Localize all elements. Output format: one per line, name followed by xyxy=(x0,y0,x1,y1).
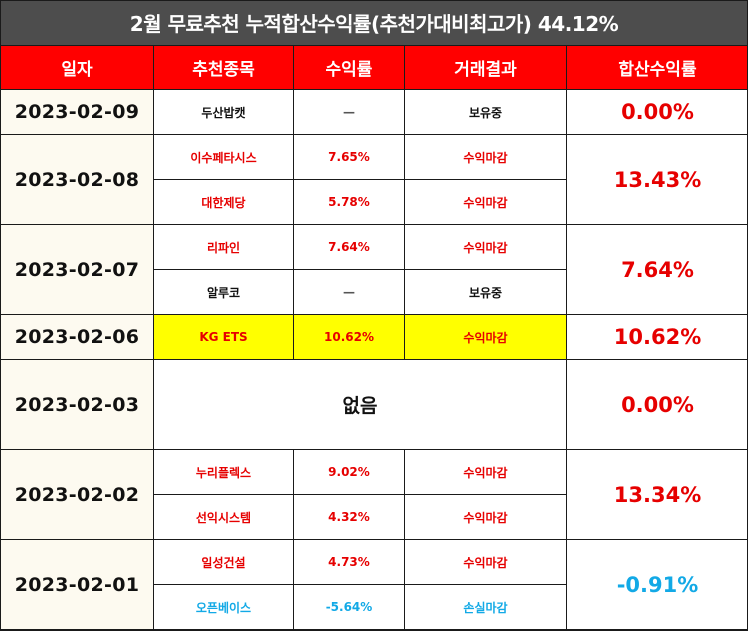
rate-cell: 9.02% xyxy=(293,449,405,495)
result-cell: 수익마감 xyxy=(404,539,567,585)
rate-cell: 5.78% xyxy=(293,179,405,225)
header-rate: 수익률 xyxy=(293,45,405,90)
rate-cell: — xyxy=(293,89,405,135)
total-cell: 13.34% xyxy=(566,449,748,540)
rate-cell: 7.64% xyxy=(293,224,405,270)
recommendation-table: 일자 추천종목 수익률 거래결과 합산수익률 2023-02-09 두산밥캣 —… xyxy=(0,45,748,630)
total-cell: 10.62% xyxy=(566,314,748,360)
stock-cell: 리파인 xyxy=(153,224,294,270)
table-row: 2023-02-06 KG ETS 10.62% 수익마감 10.62% xyxy=(0,314,748,360)
date-cell: 2023-02-09 xyxy=(0,89,154,135)
result-cell: 보유중 xyxy=(404,89,567,135)
stock-cell: 오픈베이스 xyxy=(153,584,294,630)
result-cell: 수익마감 xyxy=(404,179,567,225)
rate-cell: 4.73% xyxy=(293,539,405,585)
rate-cell: -5.64% xyxy=(293,584,405,630)
result-cell: 보유중 xyxy=(404,269,567,315)
rate-cell: 10.62% xyxy=(293,314,405,360)
stock-cell: 두산밥캣 xyxy=(153,89,294,135)
date-cell: 2023-02-02 xyxy=(0,449,154,540)
header-result: 거래결과 xyxy=(404,45,567,90)
stock-cell: 이수페타시스 xyxy=(153,134,294,180)
date-cell: 2023-02-03 xyxy=(0,359,154,450)
result-cell: 손실마감 xyxy=(404,584,567,630)
table-row: 2023-02-08 이수페타시스 7.65% 수익마감 13.43% xyxy=(0,134,748,225)
date-cell: 2023-02-07 xyxy=(0,224,154,315)
stock-cell: 일성건설 xyxy=(153,539,294,585)
stock-cell: KG ETS xyxy=(153,314,294,360)
result-cell: 수익마감 xyxy=(404,314,567,360)
table-row: 2023-02-03 없음 0.00% xyxy=(0,359,748,450)
date-cell: 2023-02-01 xyxy=(0,539,154,630)
table-row: 오픈베이스 -5.64% 손실마감 xyxy=(1,584,748,630)
table-row: 2023-02-01 일성건설 4.73% 수익마감 -0.91% xyxy=(0,539,748,630)
table-row: 2023-02-09 두산밥캣 — 보유중 0.00% xyxy=(0,89,748,135)
rate-cell: 4.32% xyxy=(293,494,405,540)
rate-cell: 7.65% xyxy=(293,134,405,180)
table-row: 선익시스템 4.32% 수익마감 xyxy=(1,494,748,540)
stock-cell: 알루코 xyxy=(153,269,294,315)
no-recommendation-cell: 없음 xyxy=(153,359,567,450)
header-stock: 추천종목 xyxy=(153,45,294,90)
header-row: 일자 추천종목 수익률 거래결과 합산수익률 xyxy=(0,45,748,90)
result-cell: 수익마감 xyxy=(404,494,567,540)
total-cell: 13.43% xyxy=(566,134,748,225)
stock-cell: 누리플렉스 xyxy=(153,449,294,495)
table-row: 대한제당 5.78% 수익마감 xyxy=(1,179,748,225)
header-total: 합산수익률 xyxy=(566,45,748,90)
stock-cell: 대한제당 xyxy=(153,179,294,225)
rate-cell: — xyxy=(293,269,405,315)
total-cell: 7.64% xyxy=(566,224,748,315)
date-cell: 2023-02-06 xyxy=(0,314,154,360)
result-cell: 수익마감 xyxy=(404,449,567,495)
date-cell: 2023-02-08 xyxy=(0,134,154,225)
result-cell: 수익마감 xyxy=(404,224,567,270)
page-title: 2월 무료추천 누적합산수익률(추천가대비최고가) 44.12% xyxy=(0,0,748,45)
total-cell: 0.00% xyxy=(566,89,748,135)
table-row: 알루코 — 보유중 xyxy=(1,269,748,315)
total-cell: -0.91% xyxy=(566,539,748,630)
result-cell: 수익마감 xyxy=(404,134,567,180)
total-cell: 0.00% xyxy=(566,359,748,450)
stock-cell: 선익시스템 xyxy=(153,494,294,540)
header-date: 일자 xyxy=(0,45,154,90)
table-row: 2023-02-02 누리플렉스 9.02% 수익마감 13.34% xyxy=(0,449,748,540)
table-row: 2023-02-07 리파인 7.64% 수익마감 7.64% xyxy=(0,224,748,315)
